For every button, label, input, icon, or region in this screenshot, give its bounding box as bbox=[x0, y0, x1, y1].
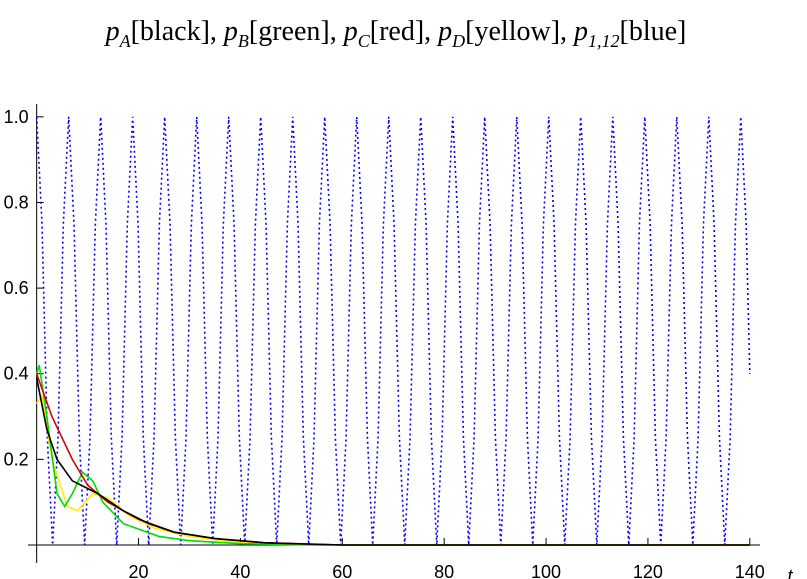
title-symbol: p bbox=[436, 16, 452, 47]
y-tick-label: 0.8 bbox=[4, 192, 29, 212]
title-symbol: p bbox=[222, 16, 238, 47]
title-label: [green], bbox=[249, 16, 344, 47]
x-tick-label: 140 bbox=[735, 562, 765, 579]
x-tick-label: 60 bbox=[332, 562, 352, 579]
y-tick-label: 0.6 bbox=[4, 278, 29, 298]
x-axis-label: t bbox=[787, 566, 793, 579]
y-tick-label: 0.4 bbox=[4, 364, 29, 384]
title-label: [red], bbox=[370, 16, 438, 47]
x-tick-label: 20 bbox=[129, 562, 149, 579]
y-tick-label: 0.2 bbox=[4, 449, 29, 469]
x-tick-label: 100 bbox=[531, 562, 561, 579]
title-subscript: C bbox=[358, 31, 371, 51]
title-subscript: A bbox=[119, 31, 132, 51]
title-symbol: p bbox=[342, 16, 358, 47]
title-subscript: B bbox=[238, 31, 249, 51]
title-label: [blue] bbox=[620, 16, 687, 47]
x-tick-label: 80 bbox=[434, 562, 454, 579]
series-line bbox=[35, 373, 750, 546]
title-label: [yellow], bbox=[465, 16, 574, 47]
series-line bbox=[35, 364, 750, 546]
y-tick-label: 1.0 bbox=[4, 107, 29, 127]
title-symbol: p bbox=[572, 16, 588, 47]
title-subscript: D bbox=[451, 31, 465, 51]
chart-title: pA[black], pB[green], pC[red], pD[yellow… bbox=[104, 16, 687, 51]
series-line bbox=[35, 116, 751, 546]
title-subscript: 1,12 bbox=[588, 31, 620, 51]
title-label: [black], bbox=[131, 16, 224, 47]
x-tick-label: 120 bbox=[633, 562, 663, 579]
series-line bbox=[35, 377, 750, 546]
series-line bbox=[35, 392, 750, 546]
x-tick-label: 40 bbox=[230, 562, 250, 579]
title-symbol: p bbox=[104, 16, 120, 47]
